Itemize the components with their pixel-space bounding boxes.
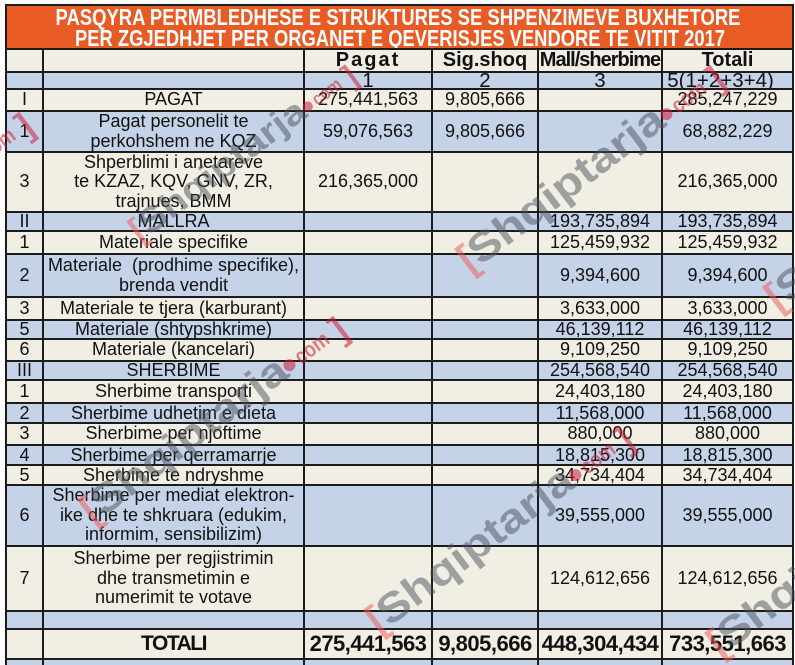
svg-text:PASQYRA PERMBLEDHESE E STRUKTU: PASQYRA PERMBLEDHESE E STRUKTURES SE SHP… (56, 7, 741, 30)
svg-text:PER ZGJEDHJET PER ORGANET E QE: PER ZGJEDHJET PER ORGANET E QEVERISJES V… (75, 25, 725, 48)
